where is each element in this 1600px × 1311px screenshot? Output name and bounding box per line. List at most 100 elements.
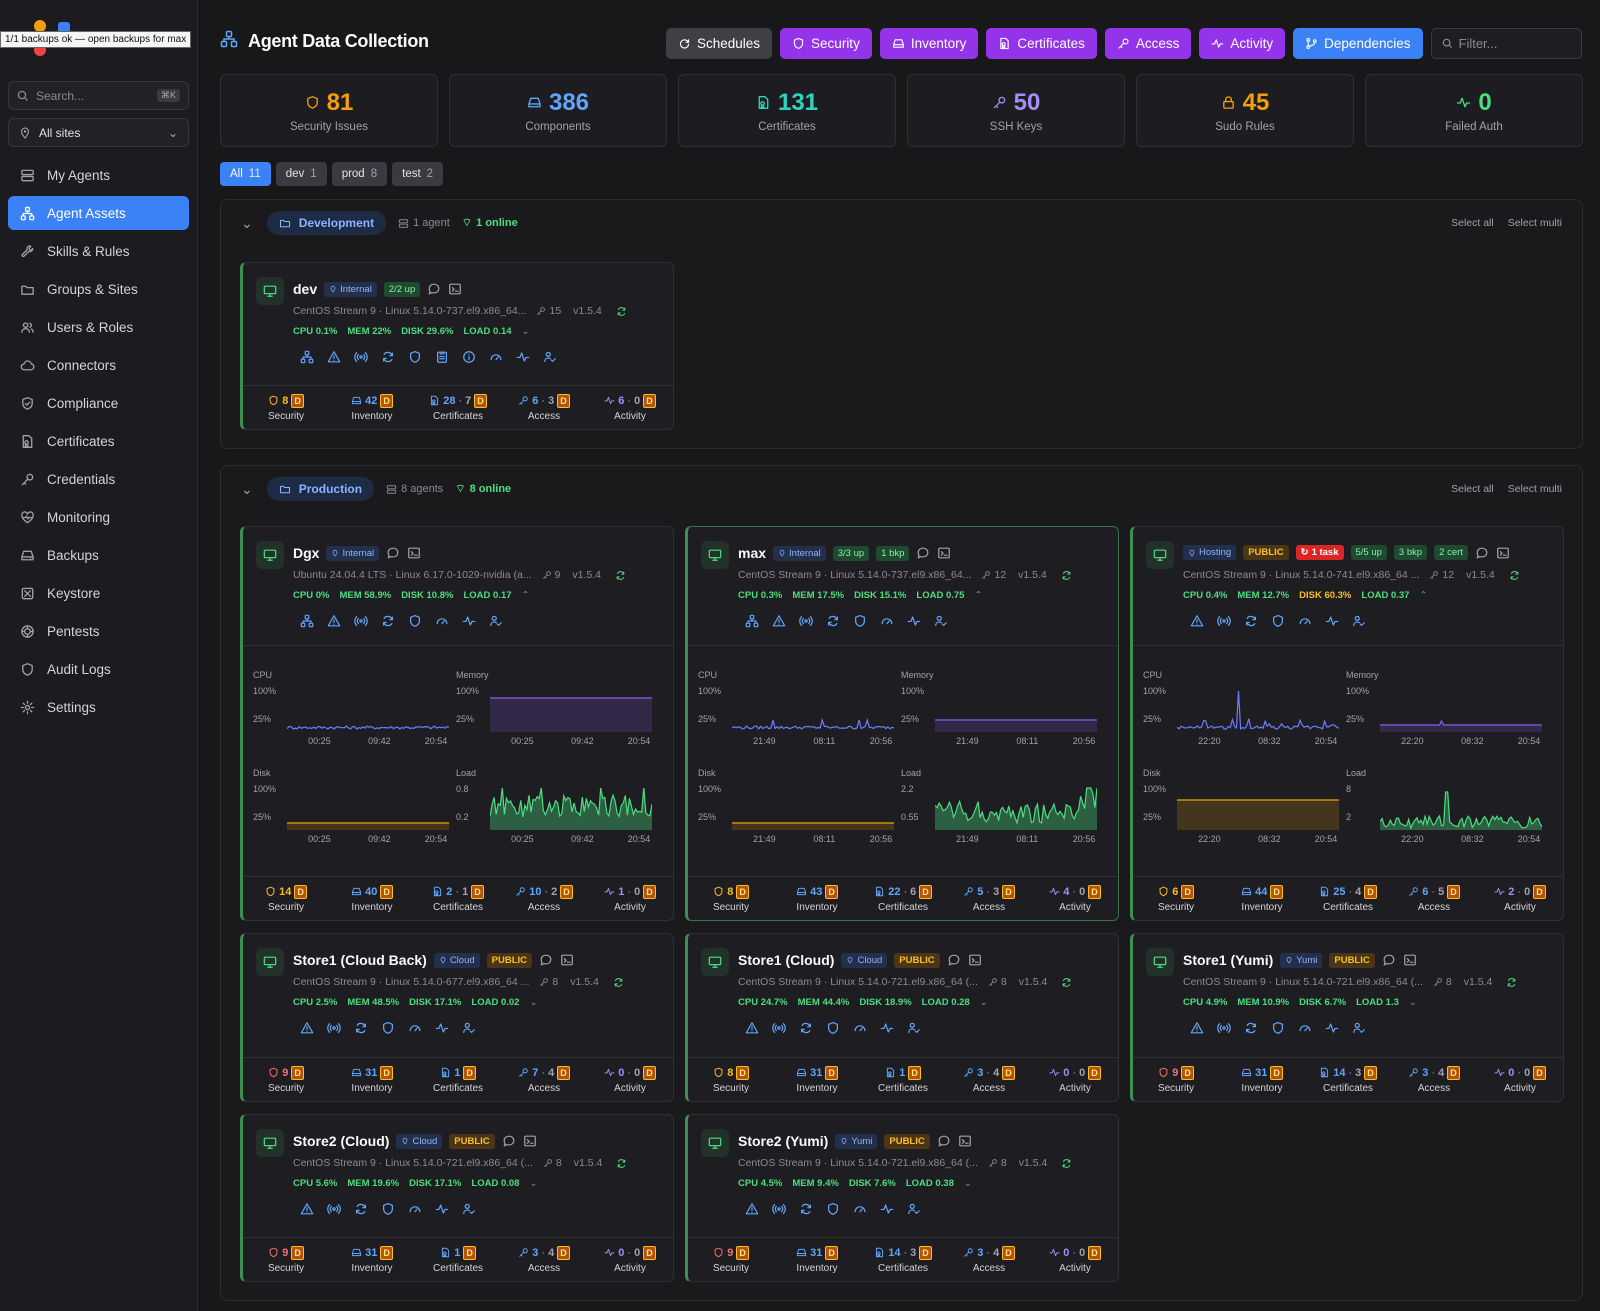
sidebar-item-groups-sites[interactable]: Groups & Sites	[8, 272, 189, 306]
radio-icon[interactable]	[771, 1020, 787, 1036]
gauge-icon[interactable]	[407, 1020, 423, 1036]
refresh-icon[interactable]	[380, 613, 396, 629]
shield-icon[interactable]	[380, 1201, 396, 1217]
sidebar-item-keystore[interactable]: Keystore	[8, 576, 189, 610]
chat-icon[interactable]	[386, 546, 400, 560]
chevron-down-icon[interactable]: ⌄	[529, 1178, 538, 1189]
metric-security[interactable]: 8 D Security	[243, 386, 329, 429]
agent-card-hosting[interactable]: Hosting PUBLIC ↻ 1 task 5/5 up 3 bkp 2 cert Cen…	[1130, 526, 1564, 921]
gauge-icon[interactable]	[1297, 613, 1313, 629]
alert-icon[interactable]	[299, 1201, 315, 1217]
sidebar-item-monitoring[interactable]: Monitoring	[8, 500, 189, 534]
user-check-icon[interactable]	[461, 1201, 477, 1217]
radio-icon[interactable]	[326, 1020, 342, 1036]
metric-activity[interactable]: 6 · 0 D Activity	[587, 386, 673, 429]
chat-icon[interactable]	[937, 1134, 951, 1148]
metric-certificates[interactable]: 1 D Certificates	[860, 1058, 946, 1101]
metric-security[interactable]: 9 D Security	[1133, 1058, 1219, 1101]
tab-dev[interactable]: dev 1	[275, 162, 327, 186]
dependencies-button[interactable]: Dependencies	[1293, 28, 1423, 59]
activity-icon[interactable]	[434, 1201, 450, 1217]
terminal-icon[interactable]	[560, 953, 574, 967]
user-check-icon[interactable]	[542, 349, 558, 365]
refresh-icon[interactable]	[1243, 613, 1259, 629]
activity-icon[interactable]	[515, 349, 531, 365]
chevron-down-icon[interactable]: ⌄	[1408, 997, 1417, 1008]
terminal-icon[interactable]	[958, 1134, 972, 1148]
group-name-pill[interactable]: Production	[266, 477, 375, 501]
gauge-icon[interactable]	[407, 1201, 423, 1217]
metric-security[interactable]: 9 D Security	[688, 1238, 774, 1281]
chat-icon[interactable]	[916, 546, 930, 560]
metric-certificates[interactable]: 25 · 4 D Certificates	[1305, 877, 1391, 920]
sidebar-item-pentests[interactable]: Pentests	[8, 614, 189, 648]
terminal-icon[interactable]	[1403, 953, 1417, 967]
refresh-icon[interactable]	[353, 1020, 369, 1036]
sync-icon[interactable]	[1061, 570, 1072, 581]
alert-icon[interactable]	[744, 1201, 760, 1217]
metric-security[interactable]: 8 D Security	[688, 1058, 774, 1101]
metric-access[interactable]: 6 · 3 D Access	[501, 386, 587, 429]
metric-certificates[interactable]: 28 · 7 D Certificates	[415, 386, 501, 429]
sidebar-item-agent-assets[interactable]: Agent Assets	[8, 196, 189, 230]
metric-access[interactable]: 10 · 2 D Access	[501, 877, 587, 920]
metric-inventory[interactable]: 43 D Inventory	[774, 877, 860, 920]
sync-icon[interactable]	[615, 570, 626, 581]
agent-card-store1-cloud-[interactable]: Store1 (Cloud) Cloud PUBLIC CentOS Stream 9…	[685, 933, 1119, 1102]
chat-icon[interactable]	[1475, 546, 1489, 560]
alert-icon[interactable]	[744, 1020, 760, 1036]
user-check-icon[interactable]	[933, 613, 949, 629]
radio-icon[interactable]	[353, 349, 369, 365]
metric-access[interactable]: 3 · 4 D Access	[946, 1058, 1032, 1101]
sidebar-item-compliance[interactable]: Compliance	[8, 386, 189, 420]
terminal-icon[interactable]	[523, 1134, 537, 1148]
shield-icon[interactable]	[380, 1020, 396, 1036]
metric-certificates[interactable]: 1 D Certificates	[415, 1058, 501, 1101]
tab-all[interactable]: All 11	[220, 162, 271, 186]
metric-activity[interactable]: 1 · 0 D Activity	[587, 877, 673, 920]
refresh-icon[interactable]	[798, 1201, 814, 1217]
access-button[interactable]: Access	[1104, 28, 1192, 59]
select-all-button[interactable]: Select all	[1451, 217, 1494, 229]
metric-inventory[interactable]: 44 D Inventory	[1219, 877, 1305, 920]
gauge-icon[interactable]	[434, 613, 450, 629]
chevron-down-icon[interactable]: ⌄	[241, 214, 253, 231]
sync-icon[interactable]	[1061, 1158, 1072, 1169]
metric-access[interactable]: 7 · 4 D Access	[501, 1058, 587, 1101]
chat-icon[interactable]	[502, 1134, 516, 1148]
user-check-icon[interactable]	[906, 1020, 922, 1036]
sidebar-item-my-agents[interactable]: My Agents	[8, 158, 189, 192]
radio-icon[interactable]	[353, 613, 369, 629]
metric-inventory[interactable]: 31 D Inventory	[1219, 1058, 1305, 1101]
sidebar-search-input[interactable]: Search... ⌘K	[8, 81, 189, 110]
refresh-icon[interactable]	[798, 1020, 814, 1036]
network-icon[interactable]	[744, 613, 760, 629]
metric-activity[interactable]: 0 · 0 D Activity	[1032, 1238, 1118, 1281]
gauge-icon[interactable]	[488, 349, 504, 365]
select-multi-button[interactable]: Select multi	[1507, 483, 1562, 495]
sync-icon[interactable]	[616, 306, 627, 317]
stat-card-certificates[interactable]: 131 Certificates	[678, 74, 896, 147]
metric-inventory[interactable]: 31 D Inventory	[774, 1238, 860, 1281]
activity-icon[interactable]	[434, 1020, 450, 1036]
chevron-down-icon[interactable]: ⌄	[521, 326, 530, 337]
user-check-icon[interactable]	[1351, 1020, 1367, 1036]
gauge-icon[interactable]	[852, 1201, 868, 1217]
metric-certificates[interactable]: 1 D Certificates	[415, 1238, 501, 1281]
terminal-icon[interactable]	[937, 546, 951, 560]
select-multi-button[interactable]: Select multi	[1507, 217, 1562, 229]
metric-access[interactable]: 6 · 5 D Access	[1391, 877, 1477, 920]
metric-access[interactable]: 5 · 3 D Access	[946, 877, 1032, 920]
alert-icon[interactable]	[1189, 1020, 1205, 1036]
gauge-icon[interactable]	[1297, 1020, 1313, 1036]
metric-certificates[interactable]: 14 · 3 D Certificates	[1305, 1058, 1391, 1101]
sync-icon[interactable]	[1506, 977, 1517, 988]
clipboard-icon[interactable]	[434, 349, 450, 365]
metric-inventory[interactable]: 31 D Inventory	[329, 1238, 415, 1281]
agent-card-store2-cloud-[interactable]: Store2 (Cloud) Cloud PUBLIC CentOS Stream 9…	[240, 1114, 674, 1282]
shield-icon[interactable]	[825, 1020, 841, 1036]
chat-icon[interactable]	[427, 282, 441, 296]
stat-card-components[interactable]: 386 Components	[449, 74, 667, 147]
filter-input[interactable]: Filter...	[1430, 28, 1582, 59]
metric-security[interactable]: 14 D Security	[243, 877, 329, 920]
